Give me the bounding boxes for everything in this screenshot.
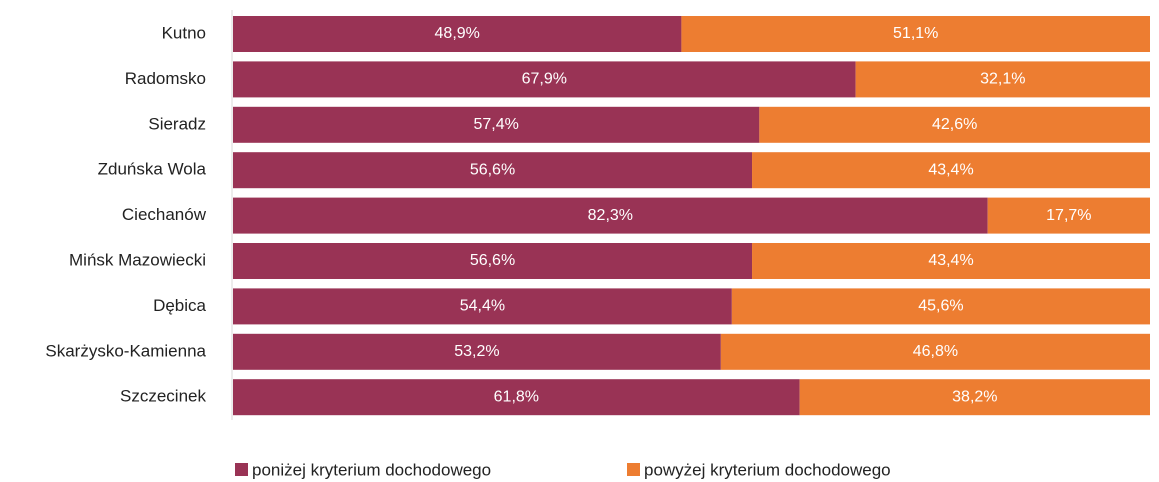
category-label: Radomsko	[125, 69, 206, 88]
bar-segment	[233, 197, 988, 234]
value-label: 46,8%	[913, 343, 958, 360]
bar-segment	[752, 243, 1150, 279]
bar-segment	[759, 106, 1150, 143]
value-label: 43,4%	[928, 161, 973, 178]
value-label: 42,6%	[932, 116, 977, 133]
value-label: 56,6%	[470, 252, 515, 269]
bar-segment	[233, 152, 753, 189]
bar-segment	[799, 379, 1150, 416]
bar-segment	[233, 16, 682, 52]
legend-label: poniżej kryterium dochodowego	[252, 460, 491, 479]
value-label: 51,1%	[893, 25, 938, 42]
value-label: 57,4%	[473, 116, 518, 133]
bar-segment	[987, 197, 1150, 234]
value-label: 54,4%	[460, 298, 505, 315]
category-label: Kutno	[162, 23, 206, 42]
value-label: 48,9%	[435, 25, 480, 42]
category-label: Dębica	[153, 296, 206, 315]
value-label: 56,6%	[470, 161, 515, 178]
bar-segment	[752, 152, 1150, 189]
category-label: Skarżysko-Kamienna	[45, 341, 206, 360]
value-label: 82,3%	[588, 207, 633, 224]
legend-swatch	[627, 463, 640, 476]
value-label: 38,2%	[952, 388, 997, 405]
bar-segment	[681, 16, 1150, 52]
value-label: 43,4%	[928, 252, 973, 269]
legend-label: powyżej kryterium dochodowego	[644, 460, 891, 479]
category-label: Szczecinek	[120, 387, 206, 406]
bar-segment	[233, 379, 800, 416]
bar-segment	[855, 61, 1150, 98]
value-label: 67,9%	[522, 71, 567, 88]
bar-segment	[720, 333, 1150, 370]
category-label: Ciechanów	[122, 205, 207, 224]
bar-segment	[233, 61, 856, 98]
value-label: 53,2%	[454, 343, 499, 360]
category-label: Sieradz	[148, 114, 206, 133]
bar-segment	[233, 288, 732, 325]
value-label: 61,8%	[494, 388, 539, 405]
bar-segment	[233, 243, 753, 279]
legend-swatch	[235, 463, 248, 476]
bar-segment	[233, 333, 721, 370]
category-label: Mińsk Mazowiecki	[69, 250, 206, 269]
bar-segment	[233, 106, 760, 143]
value-label: 32,1%	[980, 71, 1025, 88]
category-label: Zduńska Wola	[98, 160, 207, 179]
value-label: 17,7%	[1046, 207, 1091, 224]
bar-segment	[731, 288, 1150, 325]
value-label: 45,6%	[918, 298, 963, 315]
